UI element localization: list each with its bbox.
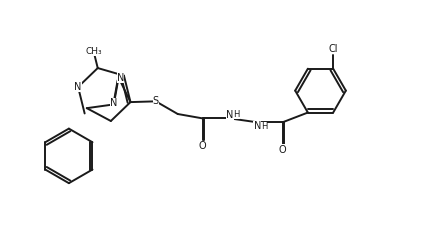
Text: CH₃: CH₃	[85, 46, 102, 56]
Text: S: S	[153, 96, 158, 106]
Text: N: N	[74, 82, 82, 92]
Text: O: O	[199, 141, 206, 151]
Text: Cl: Cl	[328, 44, 337, 54]
Text: O: O	[278, 144, 286, 155]
Text: H: H	[260, 122, 267, 131]
Text: H: H	[233, 110, 239, 119]
Text: N: N	[226, 109, 233, 120]
Text: N: N	[110, 98, 117, 109]
Text: N: N	[117, 73, 124, 83]
Text: N: N	[253, 121, 260, 131]
